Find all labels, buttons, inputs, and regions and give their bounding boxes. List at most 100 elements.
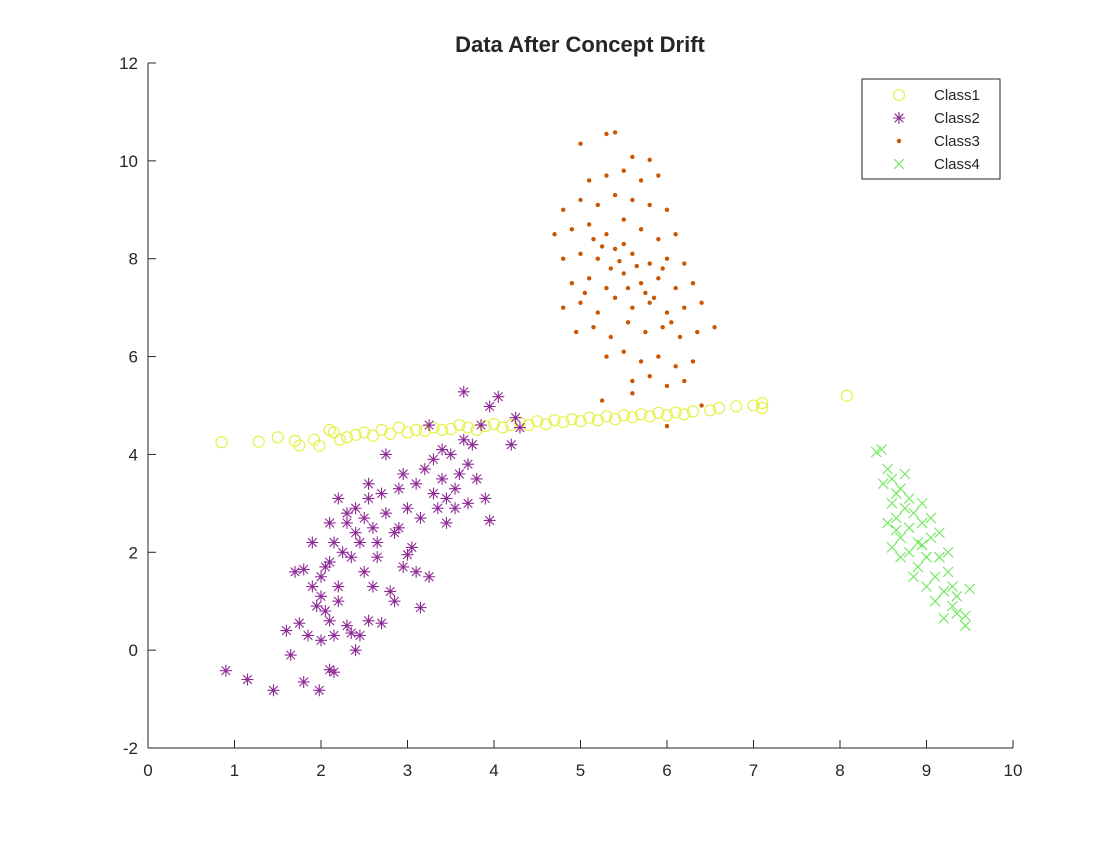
x-tick-label: 7 bbox=[749, 761, 758, 780]
data-point bbox=[392, 482, 405, 495]
data-point bbox=[444, 422, 457, 436]
data-point bbox=[882, 463, 893, 475]
series-class4 bbox=[870, 444, 976, 632]
data-point bbox=[578, 197, 583, 203]
data-point bbox=[699, 300, 704, 305]
data-point bbox=[336, 546, 349, 559]
data-point bbox=[332, 580, 345, 593]
data-point bbox=[358, 565, 371, 578]
y-tick-label: 12 bbox=[119, 54, 138, 73]
data-point bbox=[578, 141, 583, 146]
data-point bbox=[401, 548, 414, 561]
data-point bbox=[895, 551, 906, 563]
data-point bbox=[379, 448, 392, 461]
data-point bbox=[677, 334, 683, 340]
data-point bbox=[410, 423, 423, 437]
data-point bbox=[630, 391, 635, 396]
data-point bbox=[899, 502, 911, 514]
data-point bbox=[461, 421, 475, 434]
data-point bbox=[699, 403, 704, 408]
data-point bbox=[586, 276, 592, 281]
data-point bbox=[656, 354, 661, 359]
data-point bbox=[630, 154, 635, 160]
data-point bbox=[440, 492, 453, 505]
data-point bbox=[548, 414, 561, 427]
data-point bbox=[643, 410, 656, 423]
data-point bbox=[925, 532, 937, 543]
data-point bbox=[475, 419, 488, 432]
data-point bbox=[664, 383, 670, 389]
data-point bbox=[392, 521, 405, 534]
data-point bbox=[612, 130, 618, 135]
data-point bbox=[908, 507, 919, 519]
data-point bbox=[669, 320, 674, 325]
data-point bbox=[621, 271, 626, 276]
data-point bbox=[366, 429, 379, 442]
data-point bbox=[604, 232, 609, 237]
data-point bbox=[362, 614, 375, 627]
data-point bbox=[340, 619, 353, 632]
data-point bbox=[384, 585, 397, 598]
data-point bbox=[362, 492, 375, 505]
data-point bbox=[621, 349, 626, 354]
y-tick-label: 0 bbox=[129, 641, 138, 660]
data-point bbox=[886, 473, 898, 485]
data-point bbox=[660, 325, 665, 330]
data-point bbox=[634, 408, 648, 421]
data-point bbox=[651, 295, 657, 301]
data-point bbox=[492, 390, 505, 403]
data-point bbox=[947, 581, 958, 592]
data-point bbox=[660, 409, 674, 422]
data-point bbox=[345, 551, 358, 564]
legend-marker bbox=[893, 112, 905, 124]
data-point bbox=[617, 258, 622, 264]
data-point bbox=[410, 477, 423, 490]
data-point bbox=[608, 334, 613, 340]
data-point bbox=[686, 405, 700, 418]
data-point bbox=[288, 434, 302, 447]
data-point bbox=[947, 600, 958, 612]
data-point bbox=[747, 399, 760, 412]
data-point bbox=[630, 378, 635, 384]
data-point bbox=[942, 566, 954, 578]
data-point bbox=[895, 532, 906, 543]
data-point bbox=[583, 411, 596, 424]
data-point bbox=[267, 684, 280, 697]
data-point bbox=[912, 561, 924, 573]
data-point bbox=[509, 411, 522, 424]
data-point bbox=[934, 527, 945, 539]
data-point bbox=[938, 586, 950, 597]
data-point bbox=[634, 263, 639, 269]
data-point bbox=[449, 502, 462, 515]
data-point bbox=[379, 507, 392, 520]
data-point bbox=[410, 565, 423, 578]
data-point bbox=[280, 624, 293, 637]
data-point bbox=[612, 295, 618, 301]
data-point bbox=[302, 629, 315, 642]
data-point bbox=[388, 526, 401, 539]
data-point bbox=[886, 542, 898, 553]
data-point bbox=[315, 634, 327, 647]
data-point bbox=[604, 354, 609, 359]
data-point bbox=[462, 497, 475, 510]
legend-marker bbox=[896, 138, 902, 144]
data-point bbox=[470, 472, 483, 485]
data-point bbox=[921, 581, 932, 592]
data-point bbox=[531, 415, 544, 428]
data-point bbox=[595, 256, 600, 261]
y-tick-label: 4 bbox=[129, 445, 138, 464]
data-point bbox=[578, 300, 583, 305]
data-point bbox=[457, 433, 470, 446]
data-point bbox=[664, 207, 670, 212]
data-point bbox=[704, 404, 717, 417]
x-tick-label: 10 bbox=[1004, 761, 1023, 780]
data-point bbox=[638, 280, 644, 286]
legend-marker bbox=[892, 88, 906, 102]
data-point bbox=[890, 512, 902, 524]
data-point bbox=[682, 305, 687, 310]
data-point bbox=[656, 236, 661, 242]
data-point bbox=[664, 256, 670, 261]
data-point bbox=[418, 463, 431, 476]
data-point bbox=[319, 605, 332, 617]
data-point bbox=[678, 408, 691, 421]
